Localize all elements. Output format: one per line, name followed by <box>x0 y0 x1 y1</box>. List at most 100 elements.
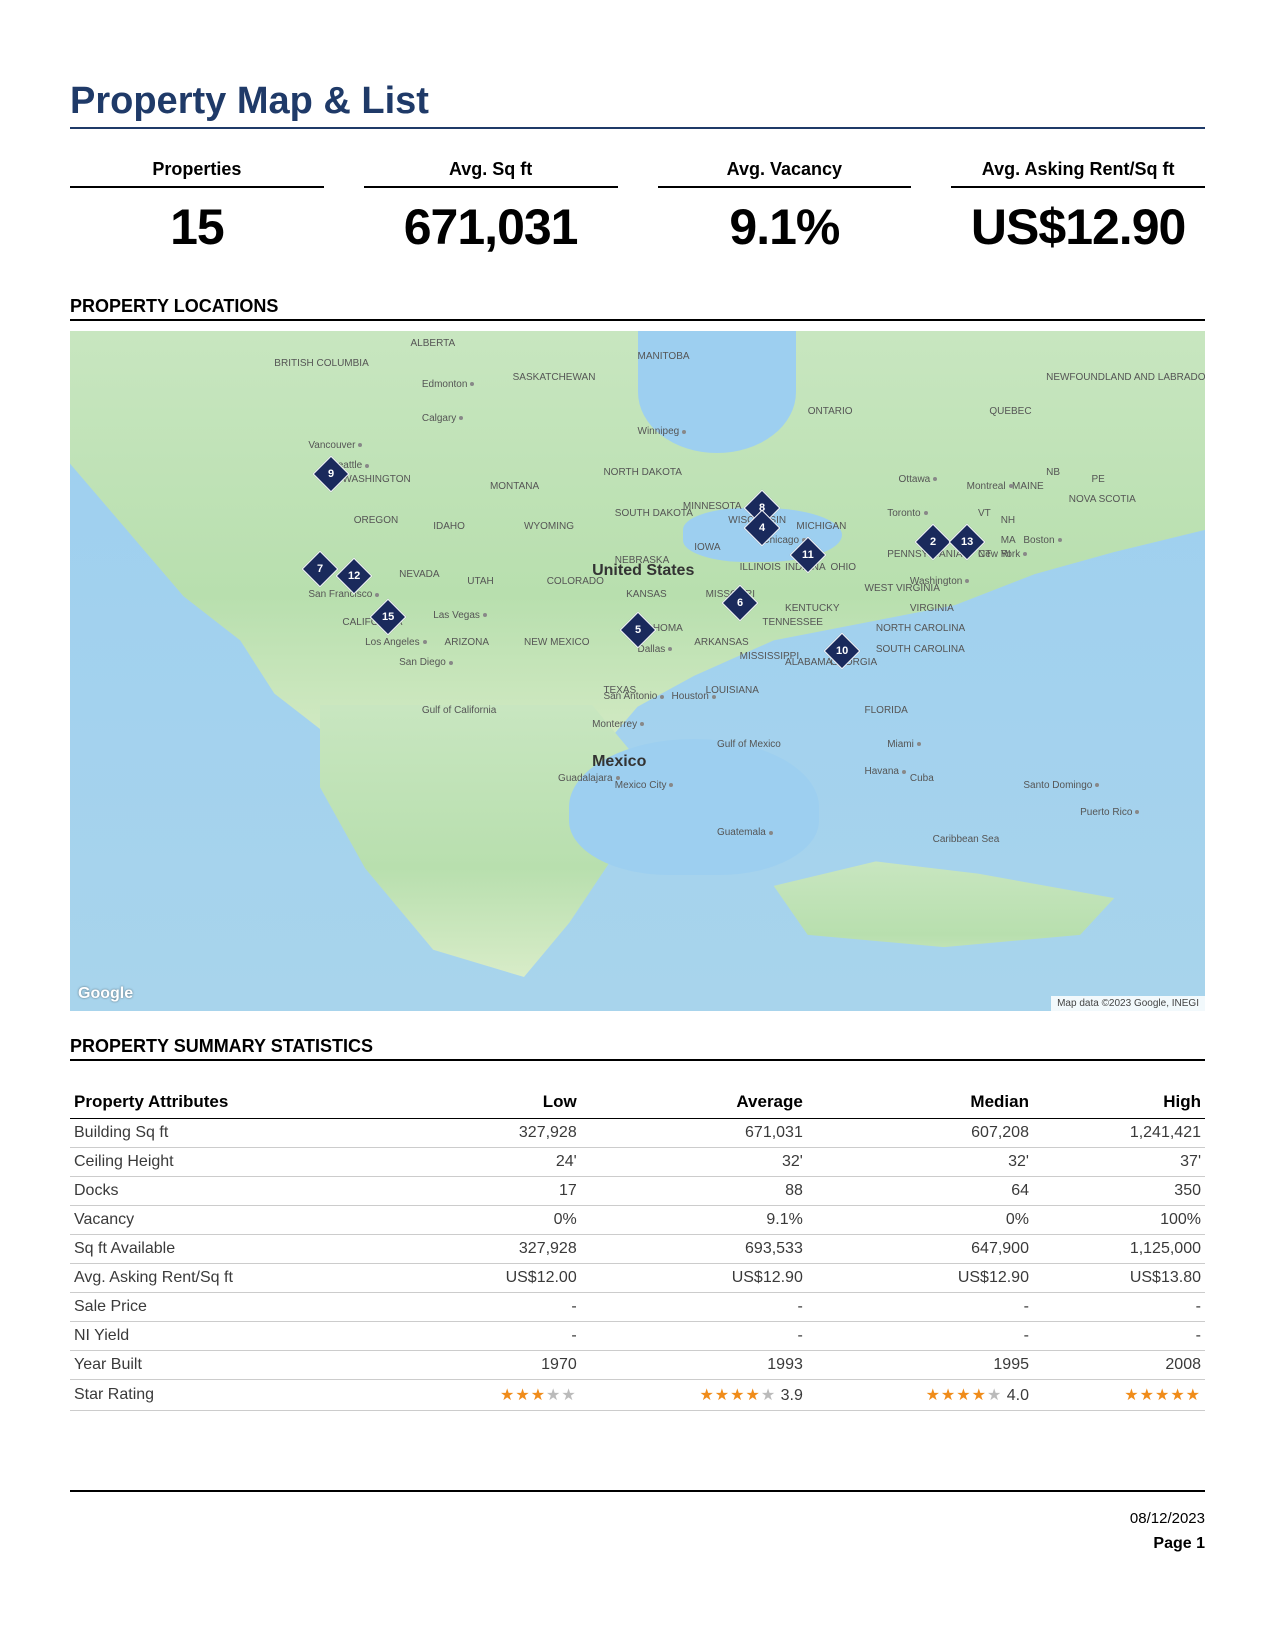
table-cell: - <box>807 1293 1033 1322</box>
map-label-region: MINNESOTA <box>683 501 742 512</box>
map-label-city: Ottawa <box>899 474 938 485</box>
map-label-region: QUEBEC <box>989 406 1031 417</box>
map-label-region: WASHINGTON <box>342 474 410 485</box>
table-cell: 671,031 <box>581 1119 807 1148</box>
table-header: High <box>1033 1086 1205 1119</box>
table-cell: - <box>807 1322 1033 1351</box>
map-label-region: IDAHO <box>433 521 465 532</box>
map-label-region: NEVADA <box>399 569 439 580</box>
table-cell: 1995 <box>807 1351 1033 1380</box>
table-cell: 2008 <box>1033 1351 1205 1380</box>
metric-value: 671,031 <box>364 198 618 256</box>
table-cell: - <box>409 1322 581 1351</box>
map-label-country: Mexico <box>592 753 646 771</box>
map-label-region: MA <box>1001 535 1016 546</box>
metric: Avg. Sq ft 671,031 <box>364 159 618 256</box>
metric-label: Avg. Asking Rent/Sq ft <box>951 159 1205 188</box>
metric-value: 15 <box>70 198 324 256</box>
table-cell: 327,928 <box>409 1235 581 1264</box>
footer-date: 08/12/2023 <box>1130 1510 1205 1527</box>
map-label-region: NEWFOUNDLAND AND LABRADOR <box>1046 372 1205 383</box>
map-label-region: ALBERTA <box>411 338 456 349</box>
table-cell: 350 <box>1033 1177 1205 1206</box>
table-cell: 37' <box>1033 1148 1205 1177</box>
metric-label: Avg. Vacancy <box>658 159 912 188</box>
table-header: Median <box>807 1086 1033 1119</box>
map-label-region: KENTUCKY <box>785 603 839 614</box>
map-label-region: MANITOBA <box>638 351 690 362</box>
table-cell: ★★★★★ 4.0 <box>807 1380 1033 1411</box>
map-label-region: MICHIGAN <box>796 521 846 532</box>
table-cell: 32' <box>807 1148 1033 1177</box>
map-label-city: Edmonton <box>422 379 475 390</box>
map-label-city: Puerto Rico <box>1080 807 1139 818</box>
map-label-region: Caribbean Sea <box>933 834 1000 845</box>
table-row: Vacancy0%9.1%0%100% <box>70 1206 1205 1235</box>
map-label-region: NOVA SCOTIA <box>1069 494 1136 505</box>
map-label-city: Boston <box>1023 535 1061 546</box>
table-cell: Building Sq ft <box>70 1119 409 1148</box>
map-label-region: COLORADO <box>547 576 604 587</box>
table-cell: 24' <box>409 1148 581 1177</box>
map-label-region: NB <box>1046 467 1060 478</box>
table-cell: 327,928 <box>409 1119 581 1148</box>
table-cell: ★★★★★ <box>1033 1380 1205 1411</box>
map-label-region: MAINE <box>1012 481 1044 492</box>
table-cell: Vacancy <box>70 1206 409 1235</box>
table-cell: Sq ft Available <box>70 1235 409 1264</box>
footer-rule <box>70 1490 1205 1492</box>
table-cell: 607,208 <box>807 1119 1033 1148</box>
map-container: United StatesMexicoALBERTAMANITOBABRITIS… <box>70 331 1205 1011</box>
table-cell: - <box>409 1293 581 1322</box>
map-label-region: SOUTH CAROLINA <box>876 644 965 655</box>
metric-label: Avg. Sq ft <box>364 159 618 188</box>
table-row: Docks178864350 <box>70 1177 1205 1206</box>
table-cell: 1993 <box>581 1351 807 1380</box>
map-label-city: Montreal <box>967 481 1013 492</box>
map-label-region: NORTH CAROLINA <box>876 623 965 634</box>
table-cell: 0% <box>807 1206 1033 1235</box>
map-label-city: Los Angeles <box>365 637 427 648</box>
map-label-region: VIRGINIA <box>910 603 954 614</box>
table-cell: 1,125,000 <box>1033 1235 1205 1264</box>
table-header: Low <box>409 1086 581 1119</box>
table-cell: 693,533 <box>581 1235 807 1264</box>
map-label-region: SASKATCHEWAN <box>513 372 596 383</box>
table-cell: 64 <box>807 1177 1033 1206</box>
table-cell: US$12.00 <box>409 1264 581 1293</box>
map-label-region: ARKANSAS <box>694 637 748 648</box>
map-label-city: Dallas <box>638 644 673 655</box>
table-header: Property Attributes <box>70 1086 409 1119</box>
table-cell: Avg. Asking Rent/Sq ft <box>70 1264 409 1293</box>
table-cell: 88 <box>581 1177 807 1206</box>
map-label-region: MONTANA <box>490 481 539 492</box>
map-attribution: Map data ©2023 Google, INEGI <box>1051 996 1205 1011</box>
map-label-region: UTAH <box>467 576 493 587</box>
table-header: Average <box>581 1086 807 1119</box>
map-label-region: NEBRASKA <box>615 555 669 566</box>
page-title: Property Map & List <box>70 80 1205 129</box>
table-cell: Sale Price <box>70 1293 409 1322</box>
map-label-region: OREGON <box>354 515 398 526</box>
table-cell: Year Built <box>70 1351 409 1380</box>
map-label-city: Washington <box>910 576 969 587</box>
map-label-city: Monterrey <box>592 719 644 730</box>
table-cell: 647,900 <box>807 1235 1033 1264</box>
table-cell: - <box>581 1293 807 1322</box>
map-label-city: Santo Domingo <box>1023 780 1099 791</box>
map-label-city: Guadalajara <box>558 773 619 784</box>
map-label-region: Cuba <box>910 773 934 784</box>
metric-value: US$12.90 <box>951 198 1205 256</box>
map-label-city: Calgary <box>422 413 463 424</box>
map-label-city: Havana <box>865 766 906 777</box>
map-label-region: NORTH DAKOTA <box>603 467 682 478</box>
table-cell: US$13.80 <box>1033 1264 1205 1293</box>
map-label-region: Gulf of Mexico <box>717 739 781 750</box>
table-row: Star Rating★★★★★★★★★★ 3.9★★★★★ 4.0★★★★★ <box>70 1380 1205 1411</box>
table-cell: 100% <box>1033 1206 1205 1235</box>
metrics-row: Properties15Avg. Sq ft671,031Avg. Vacanc… <box>70 159 1205 256</box>
table-cell: Star Rating <box>70 1380 409 1411</box>
table-cell: 32' <box>581 1148 807 1177</box>
table-row: Avg. Asking Rent/Sq ftUS$12.00US$12.90US… <box>70 1264 1205 1293</box>
table-row: Sale Price---- <box>70 1293 1205 1322</box>
